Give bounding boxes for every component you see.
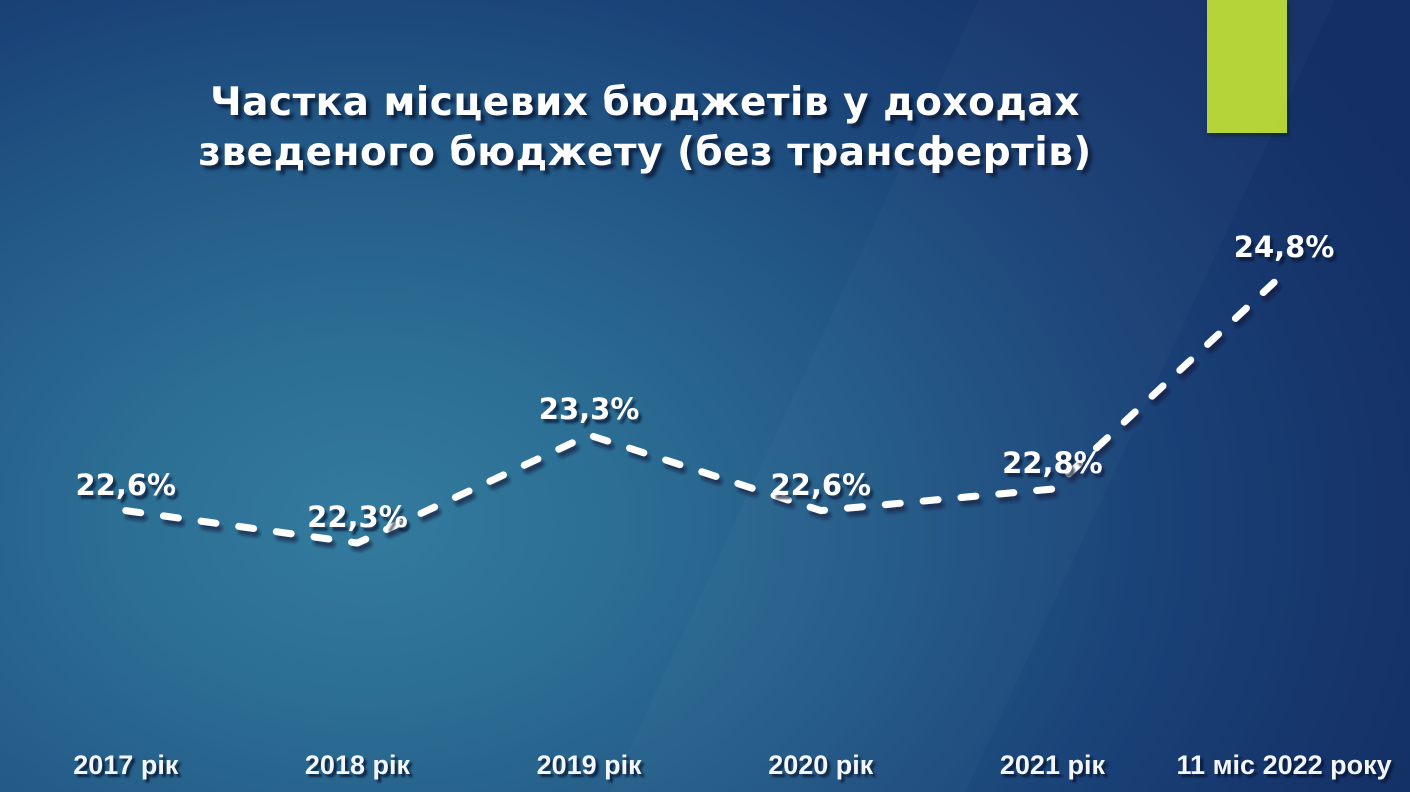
x-axis-label-2021: 2021 рік xyxy=(999,750,1105,780)
accent-rectangle xyxy=(1207,0,1287,133)
data-label-2017: 22,6% xyxy=(75,467,177,502)
x-axis-label-2017: 2017 рік xyxy=(73,750,179,780)
drop-lines-group xyxy=(124,273,1286,735)
x-axis-label-2018: 2018 рік xyxy=(304,750,410,780)
x-axis-label-2020: 2020 рік xyxy=(768,750,874,780)
x-axis-label-2022: 11 міс 2022 року xyxy=(1176,750,1392,780)
data-label-2022: 24,8% xyxy=(1233,230,1335,264)
data-label-2019: 23,3% xyxy=(538,392,640,426)
data-label-2021: 22,8% xyxy=(1002,446,1103,480)
data-label-2020: 22,6% xyxy=(770,467,872,502)
x-axis-label-2019: 2019 рік xyxy=(536,750,642,780)
series-dashed-line xyxy=(122,269,1288,547)
data-label-2018: 22,3% xyxy=(307,500,408,534)
chart-title: Частка місцевих бюджетів у доходах зведе… xyxy=(198,80,1092,175)
